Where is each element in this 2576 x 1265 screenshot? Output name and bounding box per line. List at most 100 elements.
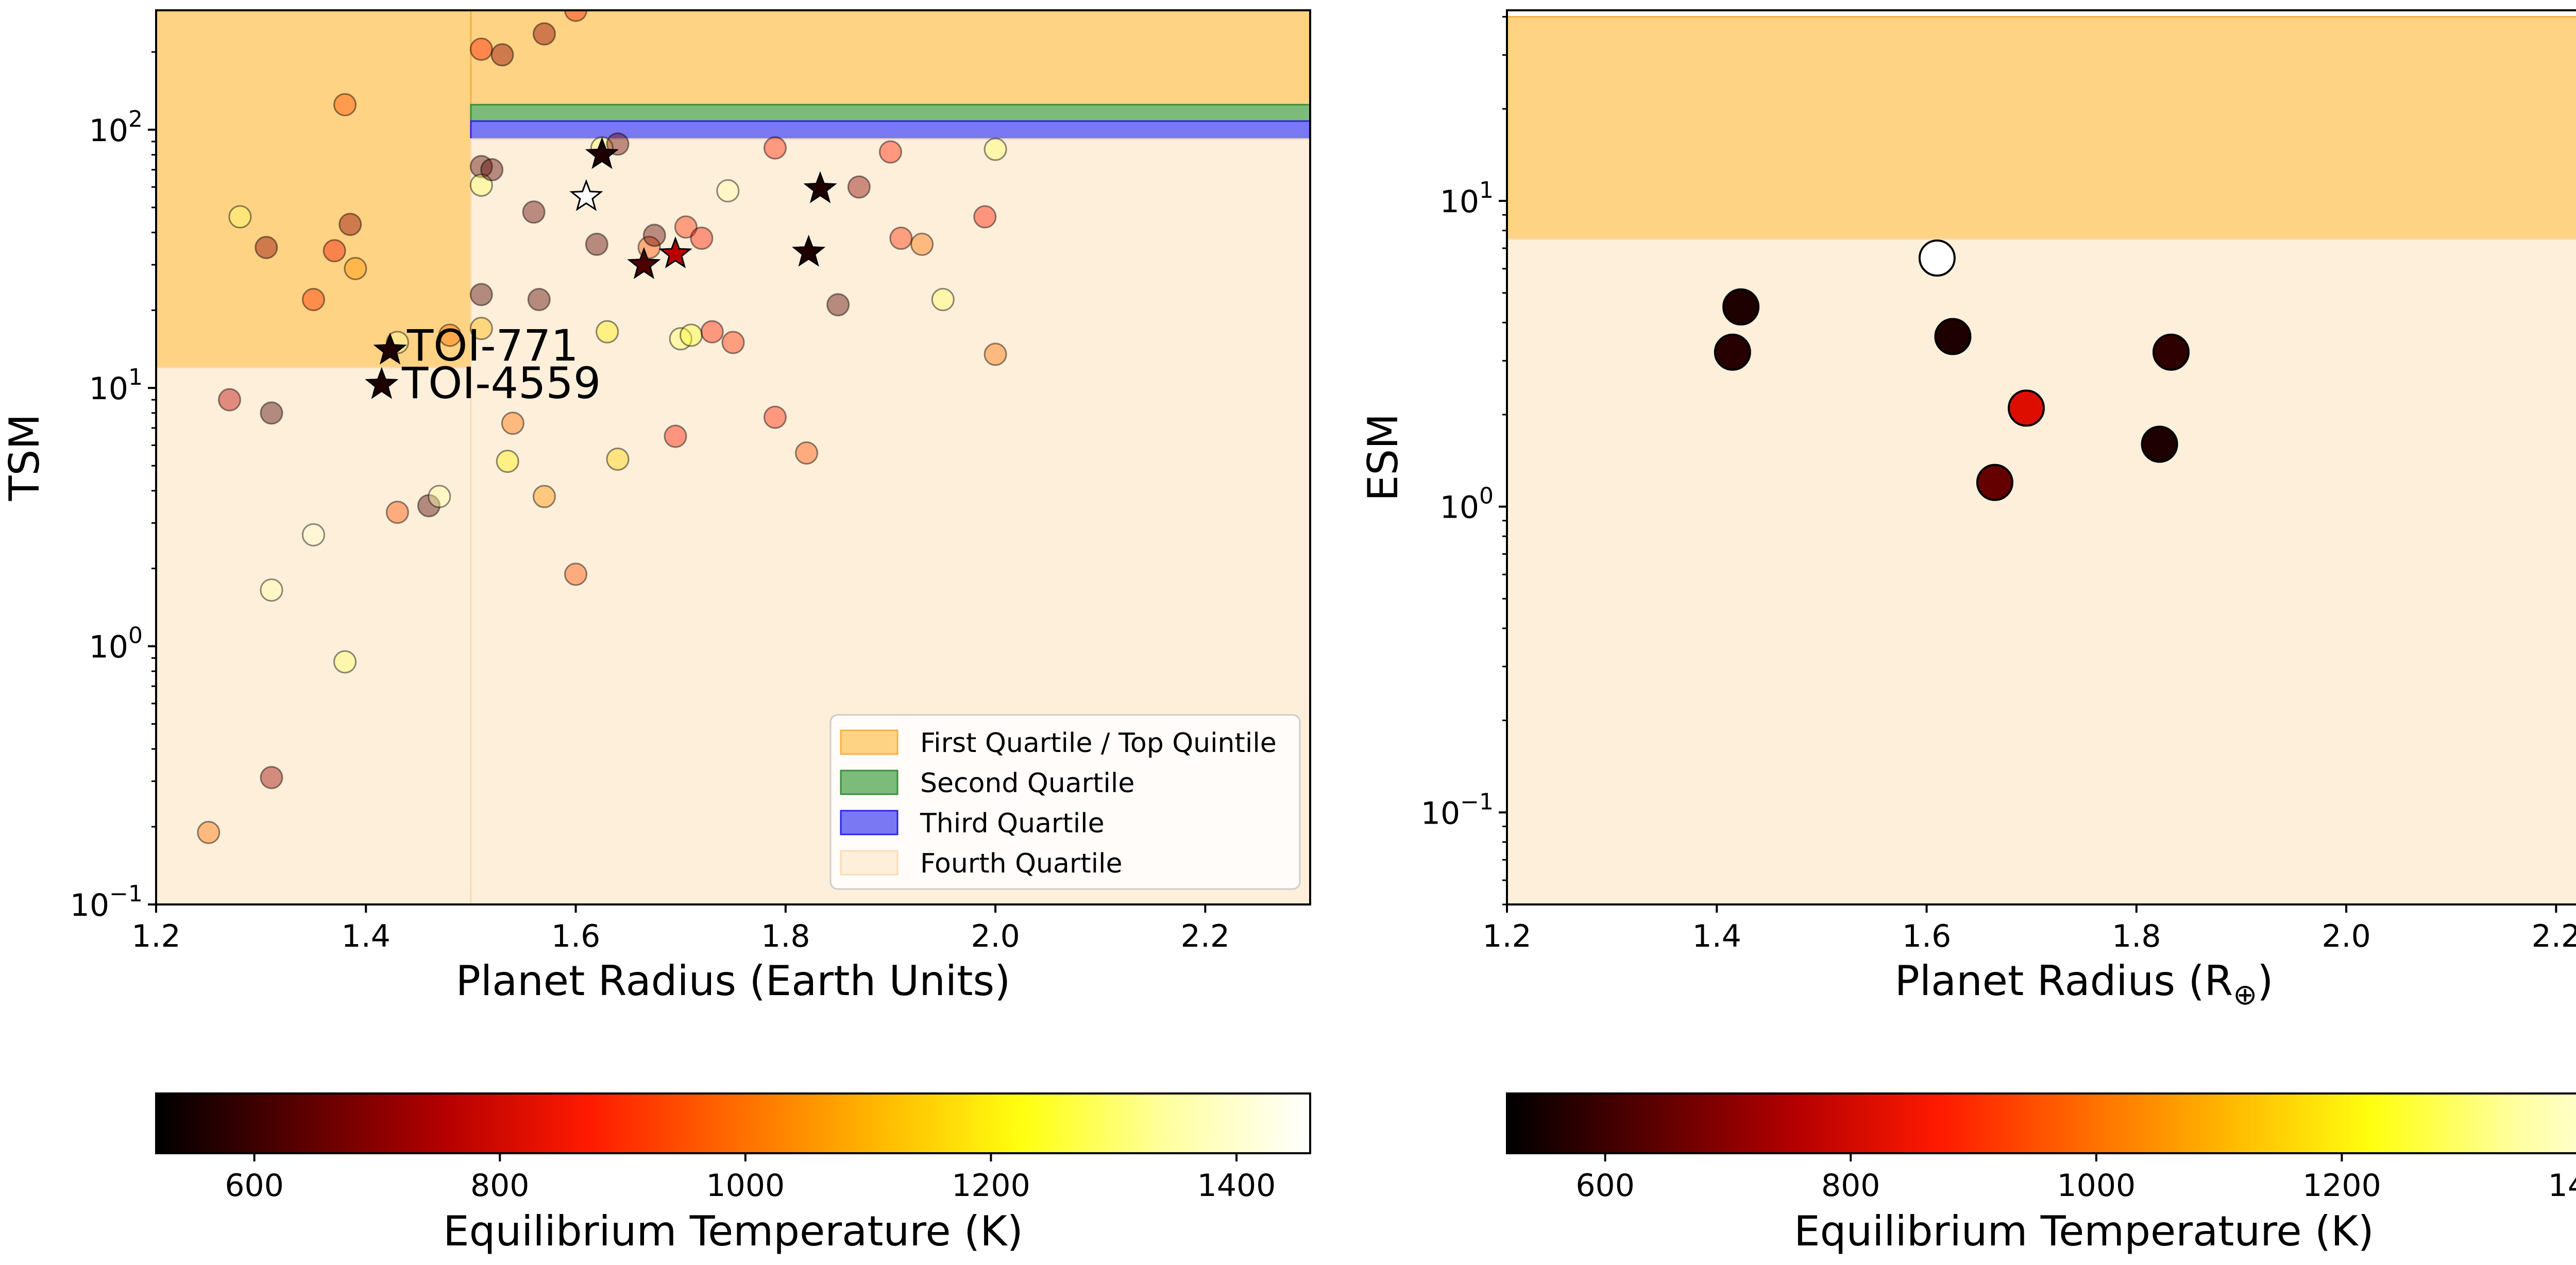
- data-point: [323, 239, 346, 263]
- data-point: [490, 43, 514, 66]
- data-point: [931, 288, 955, 312]
- star-marker-toi-771: [373, 332, 407, 365]
- data-point: [1976, 464, 2013, 501]
- data-point: [469, 38, 493, 61]
- data-point: [428, 485, 451, 508]
- data-point: [501, 412, 524, 435]
- region-first: [156, 10, 472, 369]
- colorbar-right-label: Equilibrium Temperature (K): [1794, 1207, 2374, 1255]
- data-point: [795, 441, 819, 465]
- colorbar-left-ticks: 600 800 1000 1200 1400: [225, 1153, 1276, 1204]
- star-marker: [658, 236, 692, 268]
- annotation-toi-771: TOI-771: [406, 320, 579, 371]
- data-point: [260, 766, 283, 790]
- data-point: [889, 227, 913, 250]
- x-tick-label: 1.4: [1692, 918, 1741, 954]
- colorbar-right: 600 800 1000 1200 1400 Equilibrium Temperatu…: [1506, 1092, 2576, 1255]
- data-point: [228, 205, 252, 229]
- x-tick-label: 1.4: [342, 918, 391, 954]
- x-tick-label: 1.6: [551, 918, 600, 954]
- data-point: [984, 343, 1007, 366]
- data-point: [438, 323, 462, 347]
- x-tick-label: 1.6: [1902, 918, 1951, 954]
- legend-label-second: Second Quartile: [920, 768, 1134, 799]
- y-tick-label: 10−1: [70, 881, 143, 924]
- data-point: [496, 450, 519, 473]
- data-point: [344, 257, 367, 280]
- x-tick-label: 2.0: [2321, 918, 2370, 954]
- data-point: [585, 232, 608, 256]
- data-point: [469, 155, 493, 178]
- legend-frame: [829, 714, 1301, 890]
- y-tick-label: 102: [89, 106, 143, 149]
- data-point: [480, 158, 504, 182]
- region-third: [470, 120, 1310, 140]
- colorbar-tick-label: 1000: [2057, 1168, 2136, 1204]
- data-point: [564, 562, 588, 586]
- region-fourth: [156, 367, 472, 904]
- earth-subscript: ⊕: [2233, 978, 2257, 1012]
- annotation-toi-4559: TOI-4559: [401, 358, 601, 408]
- data-point: [763, 136, 787, 160]
- region-first: [470, 10, 1310, 106]
- colorbar-tick-label: 1000: [706, 1168, 785, 1204]
- tsm-y-axis-label: TSM: [1, 414, 48, 502]
- data-point: [664, 424, 687, 448]
- legend-label-first: First Quartile / Top Quintile: [920, 728, 1277, 759]
- tsm-x-axis-label: Planet Radius (Earth Units): [456, 957, 1011, 1005]
- data-point: [469, 173, 493, 197]
- data-point: [674, 215, 698, 239]
- x-tick-label: 1.8: [761, 918, 810, 954]
- data-point: [973, 205, 997, 229]
- x-tick-label: 1.2: [131, 918, 180, 954]
- colorbar-right-ticks: 600 800 1000 1200 1400: [1575, 1153, 2576, 1204]
- data-point: [527, 288, 551, 312]
- data-point: [1722, 288, 1760, 326]
- data-point: [417, 494, 440, 518]
- data-point: [826, 293, 850, 317]
- colorbar-tick-label: 1200: [952, 1168, 1030, 1204]
- data-point: [532, 22, 556, 46]
- region-first: [1507, 16, 2576, 240]
- data-point: [2008, 389, 2045, 427]
- x-tick-label: 1.8: [2112, 918, 2161, 954]
- data-point: [878, 140, 902, 164]
- star-marker: [803, 171, 837, 203]
- esm-axes-frame: [1506, 9, 2576, 905]
- tsm-y-ticks: 10−1 100 101 102: [70, 51, 156, 924]
- colorbar-tick-label: 800: [1821, 1168, 1880, 1204]
- data-point: [690, 227, 714, 250]
- star-marker-toi-4559: [365, 367, 399, 399]
- data-point: [197, 820, 221, 844]
- region-fourth: [1507, 238, 2576, 904]
- esm-regions: [1507, 16, 2576, 904]
- colorbar-tick-label: 1200: [2302, 1168, 2381, 1204]
- star-marker: [627, 247, 661, 279]
- y-tick-label: 10−1: [1421, 789, 1494, 831]
- data-point: [469, 283, 493, 306]
- data-point: [642, 224, 666, 247]
- data-point: [260, 578, 283, 602]
- colorbar-tick-label: 800: [470, 1168, 530, 1204]
- colorbar-left: 600 800 1000 1200 1400 Equilibrium Temperatu…: [155, 1092, 1311, 1255]
- data-point: [721, 331, 745, 354]
- data-point: [984, 138, 1007, 161]
- x-tick-label: 1.2: [1482, 918, 1531, 954]
- data-point: [680, 323, 703, 347]
- colorbar-tick-label: 1400: [2548, 1168, 2576, 1204]
- legend-swatch-fourth: [840, 850, 899, 876]
- star-marker: [585, 137, 619, 169]
- data-point: [260, 401, 283, 425]
- data-point: [564, 10, 588, 22]
- legend-label-fourth: Fourth Quartile: [920, 848, 1123, 879]
- tsm-legend: First Quartile / Top Quintile Second Qua…: [829, 714, 1301, 890]
- y-tick-label: 100: [89, 623, 143, 665]
- y-tick-label: 100: [1440, 483, 1494, 526]
- data-point: [333, 93, 357, 116]
- data-point: [1918, 240, 1956, 277]
- legend-swatch-third: [840, 810, 899, 835]
- colorbar-tick-label: 600: [225, 1168, 284, 1204]
- colorbar-right-gradient: [1506, 1092, 2576, 1154]
- data-point: [338, 213, 362, 236]
